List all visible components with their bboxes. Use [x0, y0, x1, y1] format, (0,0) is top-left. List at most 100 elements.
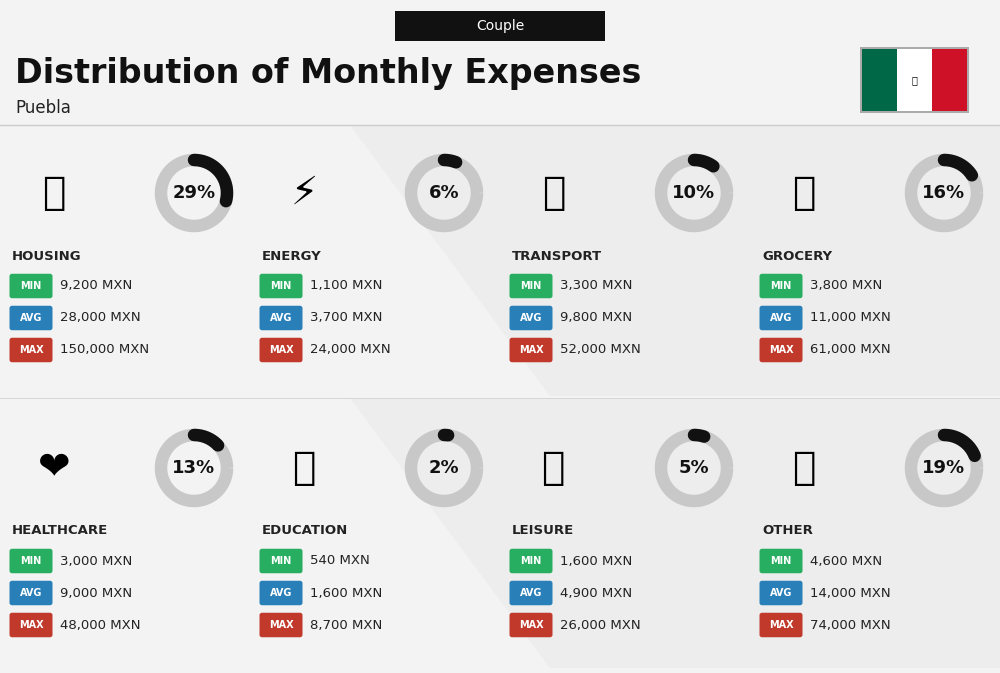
FancyBboxPatch shape	[509, 338, 552, 362]
Text: MIN: MIN	[270, 556, 292, 566]
Polygon shape	[350, 398, 1000, 668]
Text: 9,800 MXN: 9,800 MXN	[560, 312, 632, 324]
Text: MIN: MIN	[770, 556, 792, 566]
Text: AVG: AVG	[520, 588, 542, 598]
FancyBboxPatch shape	[260, 338, 303, 362]
Text: LEISURE: LEISURE	[512, 524, 574, 538]
FancyBboxPatch shape	[260, 548, 303, 573]
Text: 🦅: 🦅	[912, 75, 917, 85]
FancyBboxPatch shape	[395, 11, 605, 41]
FancyBboxPatch shape	[509, 581, 552, 605]
Text: AVG: AVG	[770, 313, 792, 323]
Text: 3,800 MXN: 3,800 MXN	[810, 279, 882, 293]
Text: MIN: MIN	[270, 281, 292, 291]
FancyBboxPatch shape	[260, 274, 303, 298]
Text: MIN: MIN	[20, 281, 42, 291]
Text: 29%: 29%	[172, 184, 216, 202]
Text: 2%: 2%	[429, 459, 459, 477]
Polygon shape	[350, 125, 1000, 396]
FancyBboxPatch shape	[509, 306, 552, 330]
FancyBboxPatch shape	[760, 548, 802, 573]
Text: ❤️: ❤️	[38, 449, 70, 487]
Text: Distribution of Monthly Expenses: Distribution of Monthly Expenses	[15, 57, 641, 90]
FancyBboxPatch shape	[10, 306, 52, 330]
Text: 5%: 5%	[679, 459, 709, 477]
Text: 52,000 MXN: 52,000 MXN	[560, 343, 641, 357]
Text: MIN: MIN	[770, 281, 792, 291]
Text: EDUCATION: EDUCATION	[262, 524, 348, 538]
FancyBboxPatch shape	[509, 612, 552, 637]
FancyBboxPatch shape	[260, 306, 303, 330]
Text: HEALTHCARE: HEALTHCARE	[12, 524, 108, 538]
Text: 24,000 MXN: 24,000 MXN	[310, 343, 391, 357]
Text: 🛍️: 🛍️	[542, 449, 566, 487]
Text: OTHER: OTHER	[762, 524, 813, 538]
Text: Couple: Couple	[476, 19, 524, 33]
Text: 14,000 MXN: 14,000 MXN	[810, 586, 891, 600]
Text: 10%: 10%	[672, 184, 716, 202]
Text: 74,000 MXN: 74,000 MXN	[810, 618, 891, 631]
Text: 19%: 19%	[922, 459, 966, 477]
Text: AVG: AVG	[20, 313, 42, 323]
Text: MAX: MAX	[519, 345, 543, 355]
Text: 1,100 MXN: 1,100 MXN	[310, 279, 382, 293]
Text: 3,700 MXN: 3,700 MXN	[310, 312, 382, 324]
Text: MAX: MAX	[519, 620, 543, 630]
Text: 🚌: 🚌	[542, 174, 566, 212]
Text: TRANSPORT: TRANSPORT	[512, 250, 602, 262]
Text: 4,900 MXN: 4,900 MXN	[560, 586, 632, 600]
Text: MIN: MIN	[520, 281, 542, 291]
FancyBboxPatch shape	[10, 274, 52, 298]
FancyBboxPatch shape	[760, 612, 802, 637]
FancyBboxPatch shape	[760, 581, 802, 605]
Text: GROCERY: GROCERY	[762, 250, 832, 262]
Text: MAX: MAX	[769, 345, 793, 355]
Text: ENERGY: ENERGY	[262, 250, 322, 262]
Text: ⚡: ⚡	[290, 174, 318, 212]
Text: 16%: 16%	[922, 184, 966, 202]
Text: MIN: MIN	[20, 556, 42, 566]
Text: MAX: MAX	[19, 620, 43, 630]
Text: MAX: MAX	[19, 345, 43, 355]
Text: AVG: AVG	[770, 588, 792, 598]
FancyBboxPatch shape	[860, 47, 969, 113]
Text: 4,600 MXN: 4,600 MXN	[810, 555, 882, 567]
Text: 9,200 MXN: 9,200 MXN	[60, 279, 132, 293]
Text: AVG: AVG	[270, 588, 292, 598]
Text: 48,000 MXN: 48,000 MXN	[60, 618, 140, 631]
FancyBboxPatch shape	[10, 338, 52, 362]
Text: 13%: 13%	[172, 459, 216, 477]
FancyBboxPatch shape	[760, 306, 802, 330]
Text: 1,600 MXN: 1,600 MXN	[560, 555, 632, 567]
Text: 28,000 MXN: 28,000 MXN	[60, 312, 141, 324]
Bar	[897, 49, 932, 111]
FancyBboxPatch shape	[760, 274, 802, 298]
Text: AVG: AVG	[20, 588, 42, 598]
Text: 🛒: 🛒	[792, 174, 816, 212]
Text: MAX: MAX	[269, 620, 293, 630]
Text: MIN: MIN	[520, 556, 542, 566]
Text: 11,000 MXN: 11,000 MXN	[810, 312, 891, 324]
Text: MAX: MAX	[769, 620, 793, 630]
FancyBboxPatch shape	[260, 581, 303, 605]
Text: 🎓: 🎓	[292, 449, 316, 487]
Text: HOUSING: HOUSING	[12, 250, 82, 262]
Text: AVG: AVG	[520, 313, 542, 323]
Text: 61,000 MXN: 61,000 MXN	[810, 343, 891, 357]
Text: MAX: MAX	[269, 345, 293, 355]
Bar	[932, 49, 967, 111]
Text: 💰: 💰	[792, 449, 816, 487]
Text: 9,000 MXN: 9,000 MXN	[60, 586, 132, 600]
Text: AVG: AVG	[270, 313, 292, 323]
Text: 540 MXN: 540 MXN	[310, 555, 370, 567]
FancyBboxPatch shape	[10, 612, 52, 637]
Text: 8,700 MXN: 8,700 MXN	[310, 618, 382, 631]
Text: 1,600 MXN: 1,600 MXN	[310, 586, 382, 600]
Bar	[862, 49, 897, 111]
Text: 3,000 MXN: 3,000 MXN	[60, 555, 132, 567]
Text: Puebla: Puebla	[15, 99, 71, 117]
FancyBboxPatch shape	[10, 581, 52, 605]
Text: 26,000 MXN: 26,000 MXN	[560, 618, 641, 631]
Text: 6%: 6%	[429, 184, 459, 202]
FancyBboxPatch shape	[760, 338, 802, 362]
